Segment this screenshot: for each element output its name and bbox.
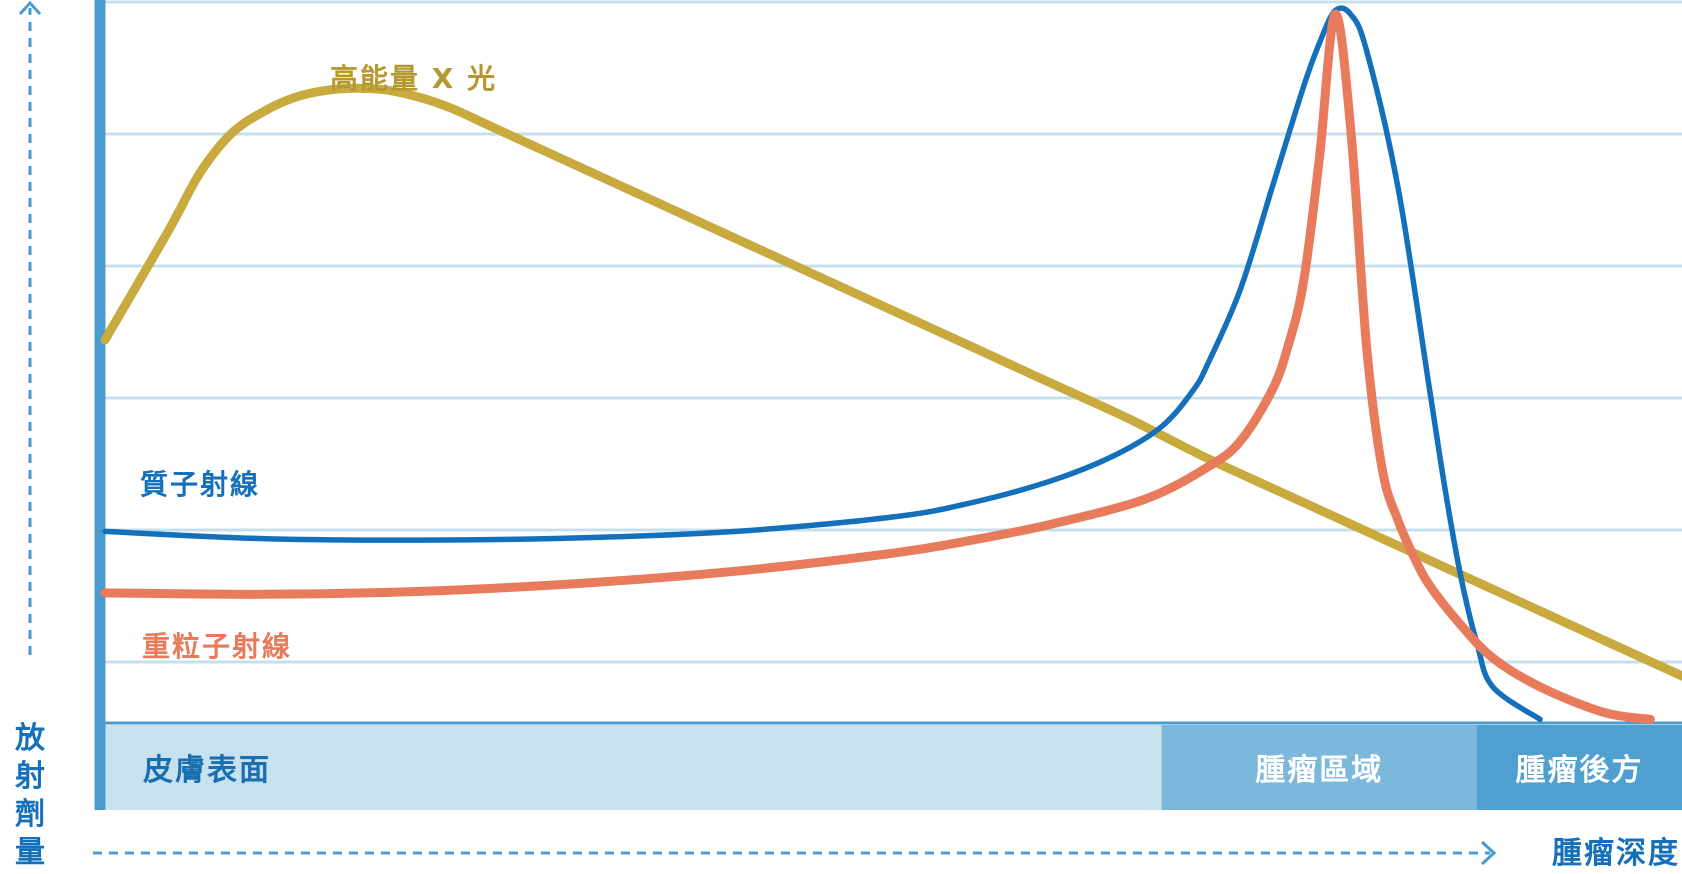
- region-band: [105, 725, 1162, 810]
- region-label: 腫瘤區域: [1255, 753, 1383, 788]
- y-axis-label-char-3: 劑: [15, 797, 45, 832]
- y-axis-label-char-4: 量: [15, 835, 45, 870]
- series-label-xray: 高能量 X 光: [330, 62, 497, 95]
- region-band: [1161, 725, 1477, 810]
- series-line-xray: [100, 83, 1682, 681]
- y-axis-arrowhead-icon: [18, 0, 42, 16]
- gridlines: [100, 0, 1682, 725]
- series-label-proton: 質子射線: [140, 468, 260, 501]
- series-line-heavy-ion: [100, 9, 1655, 724]
- series-line-proton: [102, 5, 1543, 723]
- x-axis-arrowhead-icon: [1480, 840, 1497, 866]
- region-band: [1476, 725, 1682, 810]
- series-label-heavy-ion: 重粒子射線: [142, 630, 292, 663]
- series-layer: [100, 5, 1682, 724]
- region-label: 皮膚表面: [143, 753, 271, 788]
- y-axis-label-char-2: 射: [15, 759, 45, 794]
- depth-regions: 皮膚表面 腫瘤區域 腫瘤後方: [105, 725, 1682, 810]
- x-axis-label: 腫瘤深度: [1552, 836, 1680, 871]
- region-label: 腫瘤後方: [1515, 753, 1643, 788]
- y-axis-label-char-1: 放: [14, 721, 46, 756]
